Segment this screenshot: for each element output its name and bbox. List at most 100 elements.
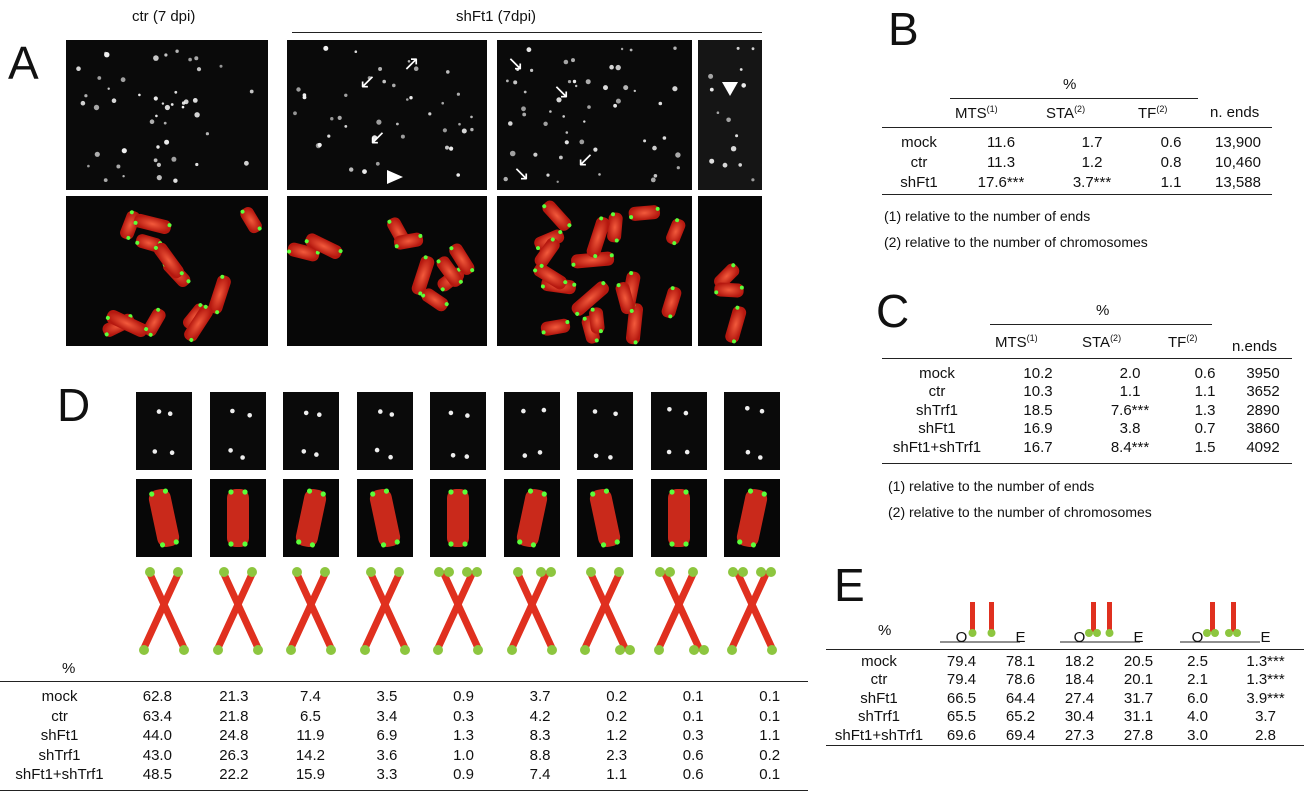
- telomere-signal: [1203, 629, 1211, 637]
- table-cell: 3.7: [529, 688, 551, 706]
- table-cell: 24.8: [219, 727, 249, 745]
- table-cell: 62.8: [142, 688, 172, 706]
- table-cell: 3.4: [376, 707, 398, 725]
- chromosome: [725, 305, 747, 344]
- table-d-bottom-rule: [0, 790, 808, 791]
- table-row: mock 11.6 1.7 0.6 13,900: [882, 132, 1272, 152]
- chromatid-bar: [1210, 602, 1215, 632]
- telomere-signal: [563, 59, 569, 65]
- table-cell: 2.8: [1255, 726, 1276, 744]
- telomere-signal: [643, 139, 647, 143]
- micrograph-shft1-dapi-2: ↘ ↘ ↙ ↘: [497, 40, 692, 190]
- chromosome: [661, 286, 682, 319]
- row-label: shFt1: [860, 689, 898, 707]
- telomere-signal: [741, 83, 746, 88]
- telomere-signal: [441, 101, 444, 105]
- row-label: shFt1+shTrf1: [15, 766, 104, 784]
- row-label: shFt1: [900, 173, 938, 191]
- chromosome: [304, 233, 343, 259]
- telomere-signal: [675, 152, 681, 158]
- telomere-signal: [518, 65, 521, 69]
- telomere-signal: [174, 90, 178, 94]
- table-cell: 11.6: [986, 133, 1016, 151]
- telomere-signal: [76, 66, 81, 71]
- telomere-signal: [653, 174, 658, 178]
- table-cell: 79.4: [946, 671, 977, 689]
- table-cell: 8.8: [529, 746, 551, 764]
- col-header-nends: n. ends: [1210, 104, 1260, 121]
- table-cell: 2.3: [606, 746, 628, 764]
- arrow-icon: ↘: [553, 79, 570, 103]
- telomere-signal: [406, 98, 409, 101]
- chromosome-dapi-image: [136, 392, 192, 470]
- telomere-signal: [84, 94, 88, 98]
- table-cell: 1.3***: [1246, 671, 1285, 689]
- table-cell: 4.0: [1187, 708, 1208, 726]
- telomere-signal: [104, 52, 110, 58]
- telomere-signal: [327, 134, 331, 138]
- telomere-signal: [708, 73, 714, 79]
- table-cell: 78.1: [1005, 652, 1036, 670]
- telomere-signal: [156, 175, 162, 181]
- telomere-signal: [620, 47, 624, 51]
- chromosome-diagram: [212, 567, 263, 655]
- telomere-signal: [662, 136, 667, 140]
- chromosome: [133, 213, 172, 235]
- arrow-icon: ↙: [359, 69, 376, 93]
- telomere-signal: [1225, 629, 1233, 637]
- telomere-signal: [175, 49, 179, 53]
- telomere-signal: [456, 173, 460, 177]
- chromosome-dapi-image: [356, 392, 413, 470]
- micrograph-ctr-fish: [66, 196, 268, 346]
- table-e-header-rule: [826, 649, 1304, 650]
- chromosome: [449, 243, 475, 275]
- table-row: mock 62.8 21.3 7.4 3.5 0.9 3.7 0.2 0.1 0.1: [0, 687, 808, 707]
- row-label: shTrf1: [858, 708, 900, 726]
- table-cell: 11.3: [986, 153, 1016, 171]
- table-cell: 8.3: [529, 727, 551, 745]
- telomere-signal: [751, 47, 755, 51]
- telomere-signal: [400, 134, 405, 139]
- table-cell: 3.6: [376, 746, 398, 764]
- table-row: shTrf1 18.5 7.6*** 1.3 2890: [882, 401, 1292, 420]
- telomere-signal: [556, 97, 562, 103]
- table-cell: 31.7: [1123, 689, 1154, 707]
- telomere-signal: [354, 50, 358, 53]
- telomere-signal: [633, 89, 636, 93]
- row-label: shFt1+shTrf1: [892, 438, 982, 456]
- telomere-signal: [658, 101, 663, 106]
- chromosome: [628, 205, 661, 221]
- telomere-signal: [337, 115, 342, 120]
- telomere-signal: [1233, 629, 1241, 637]
- chromosome-fish-image: [209, 479, 266, 557]
- telomere-signal: [571, 58, 575, 63]
- table-cell: 4092: [1246, 438, 1280, 456]
- table-row: mock 79.4 78.1 18.2 20.5 2.5 1.3***: [826, 652, 1304, 671]
- table-cell: 3.0: [1187, 726, 1208, 744]
- telomere-signal: [503, 176, 508, 182]
- telomere-signal: [244, 160, 249, 166]
- chromosome: [615, 281, 635, 315]
- subcolumn-header: E: [1015, 628, 1026, 646]
- row-label: shFt1: [918, 420, 956, 438]
- telomere-signal: [726, 117, 731, 123]
- telomere-signal: [375, 161, 380, 166]
- telomere-signal: [407, 60, 411, 63]
- table-cell: 66.5: [946, 689, 977, 707]
- telomere-signal: [987, 629, 996, 637]
- telomere-signal: [192, 98, 198, 103]
- panel-c-letter: C: [876, 285, 910, 337]
- telomere-signal: [530, 68, 534, 72]
- telomere-signal: [194, 112, 200, 118]
- table-e-bottom-rule: [826, 745, 1304, 746]
- table-cell: 1.1: [1160, 173, 1182, 191]
- telomere-signal: [716, 111, 720, 114]
- telomere-signal: [739, 68, 743, 71]
- telomere-signal: [738, 163, 742, 167]
- chromosome-fish-image: [283, 479, 339, 557]
- table-cell: 31.1: [1123, 708, 1154, 726]
- table-cell: 7.4: [529, 766, 551, 784]
- table-cell: 10.2: [1023, 364, 1053, 382]
- telomere-signal: [565, 131, 569, 134]
- telomere-signal: [736, 46, 740, 50]
